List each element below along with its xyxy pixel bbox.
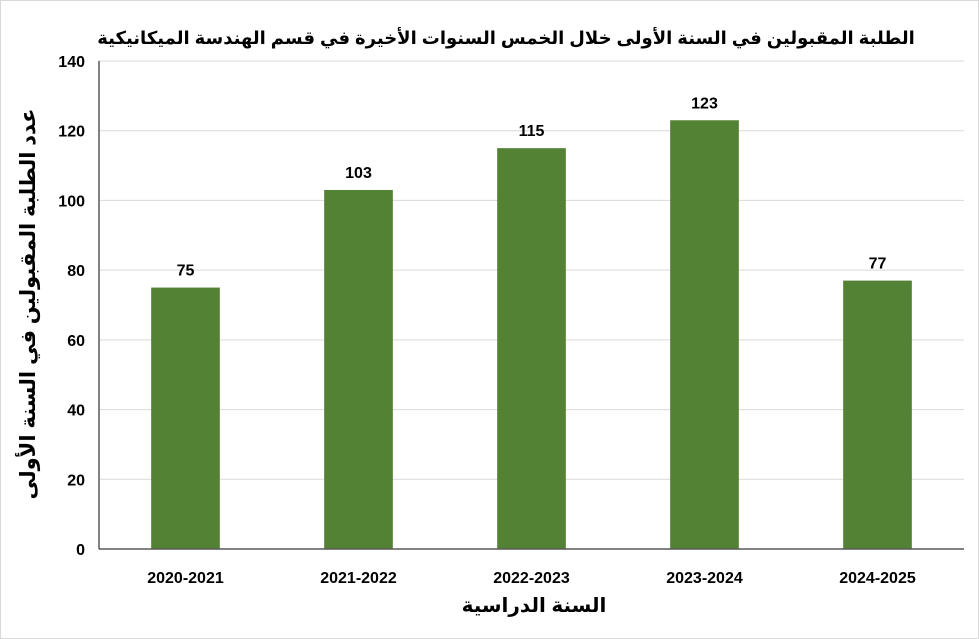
y-tick-label: 140 [58, 54, 85, 71]
bars [151, 120, 912, 549]
axes [98, 61, 964, 550]
y-tick-label: 20 [67, 472, 85, 489]
x-tick-label: 2023-2024 [666, 570, 743, 587]
y-tick-label: 100 [58, 193, 85, 210]
data-label: 77 [869, 256, 887, 273]
x-tick-label: 2021-2022 [320, 570, 397, 587]
x-axis-label: السنة الدراسية [462, 595, 607, 617]
data-label: 103 [345, 165, 372, 182]
chart-title: الطلبة المقبولين في السنة الأولى خلال ال… [97, 27, 915, 49]
labels: 0 20 40 60 80 100 120 140 75 2020-2021 103 2021-202… [58, 54, 916, 587]
x-tick-label: 2024-2025 [839, 570, 916, 587]
bar [151, 287, 220, 549]
data-label: 115 [519, 123, 545, 140]
y-tick-label: 0 [76, 542, 85, 559]
bar [497, 148, 566, 549]
y-tick-label: 80 [67, 263, 85, 280]
x-tick-label: 2020-2021 [147, 570, 224, 587]
bar [670, 120, 739, 549]
data-label: 75 [177, 263, 195, 280]
y-tick-label: 120 [58, 124, 85, 141]
bar [324, 189, 393, 549]
bar [843, 280, 912, 549]
y-axis-label: عدد الطلبة المقبولين في السنة الأولى [14, 109, 40, 500]
x-tick-label: 2022-2023 [493, 570, 570, 587]
data-label: 123 [691, 95, 718, 112]
y-tick-label: 40 [67, 403, 85, 420]
y-tick-label: 60 [67, 333, 85, 350]
